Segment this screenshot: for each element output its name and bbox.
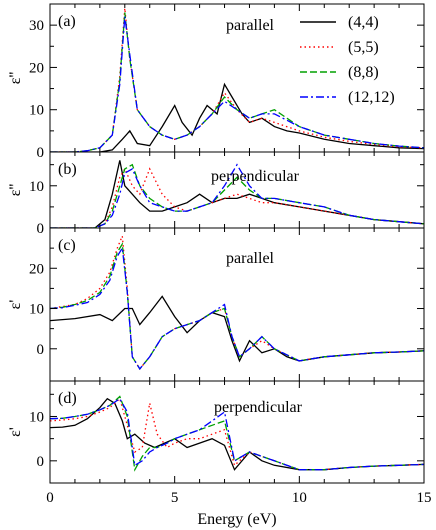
panel-annotation: perpendicular: [214, 399, 303, 416]
panel-annotation: parallel: [226, 17, 275, 34]
panel-frame: [49, 380, 425, 484]
y-tick-label: 10: [29, 302, 44, 318]
panel-label: (d): [58, 390, 77, 407]
y-tick-label: 0: [37, 454, 45, 470]
legend-label: (12,12): [348, 89, 395, 106]
series-line-5-5: [50, 397, 424, 471]
y-tick-label: 0: [37, 221, 45, 237]
panel-label: (a): [58, 13, 76, 30]
chart-panels: 0 10 20 30 ε'' (a) parallel 0 10 ε'' (b) perpendicu…: [7, 3, 425, 484]
y-tick-label: 30: [29, 18, 44, 34]
x-tick-label: 10: [292, 490, 307, 506]
series-line-12-12: [50, 246, 424, 371]
panel-d: 0 10 ε' (d) perpendicular: [7, 380, 425, 484]
series-line-4-4: [50, 160, 424, 228]
y-tick-label: 20: [29, 60, 44, 76]
y-axis-title: ε': [7, 427, 24, 437]
chart-legend: (4,4) (5,5) (8,8) (12,12): [300, 14, 395, 106]
panel-annotation: parallel: [226, 250, 275, 267]
legend-item: (12,12): [300, 89, 395, 106]
y-axis-title: ε': [7, 300, 24, 310]
x-axis-title: Energy (eV): [197, 511, 276, 528]
x-tick-label: 5: [171, 490, 179, 506]
y-tick-label: 10: [29, 409, 44, 425]
panel-b: 0 10 ε'' (b) perpendicular: [7, 151, 425, 237]
y-axis-title: ε'': [7, 184, 24, 197]
legend-item: (4,4): [300, 14, 379, 31]
panel-a: 0 10 20 30 ε'' (a) parallel: [7, 3, 425, 161]
x-tick-label: 0: [46, 490, 54, 506]
legend-label: (5,5): [348, 39, 379, 56]
series-line-5-5: [50, 8, 424, 152]
panel-c: 0 10 20 ε' (c) parallel: [7, 227, 425, 382]
legend-label: (4,4): [348, 14, 379, 31]
series-line-5-5: [50, 235, 424, 371]
y-tick-label: 20: [29, 261, 44, 277]
y-tick-label: 0: [37, 342, 45, 358]
x-axis: 0 5 10 15: [46, 490, 431, 506]
panel-label: (c): [58, 237, 76, 254]
legend-label: (8,8): [348, 64, 379, 81]
y-tick-label: 0: [37, 145, 45, 161]
series-line-12-12: [50, 16, 424, 152]
series-line-4-4: [50, 295, 424, 363]
series-line-4-4: [50, 82, 424, 152]
y-tick-label: 10: [29, 103, 44, 119]
series-line-12-12: [50, 163, 424, 228]
y-tick-label: 10: [29, 179, 44, 195]
panel-annotation: perpendicular: [211, 168, 300, 185]
legend-item: (8,8): [300, 64, 379, 81]
y-axis-title: ε'': [7, 72, 24, 85]
panel-label: (b): [58, 161, 77, 178]
legend-item: (5,5): [300, 39, 379, 56]
x-tick-label: 15: [417, 490, 432, 506]
series-line-12-12: [50, 397, 424, 471]
